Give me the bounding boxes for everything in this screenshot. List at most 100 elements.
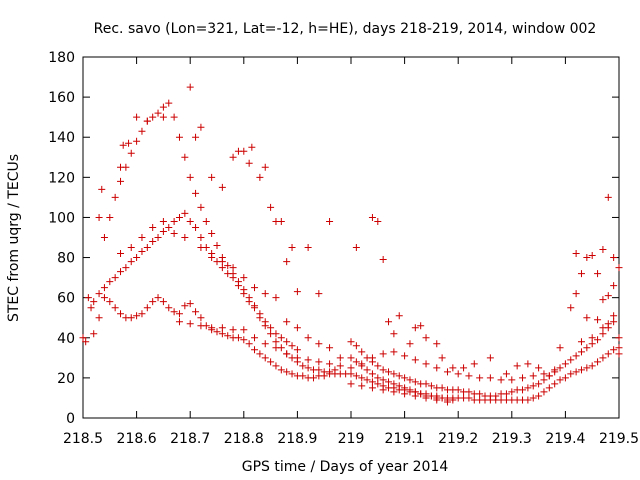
data-point — [326, 368, 334, 376]
data-point — [326, 360, 334, 368]
data-point — [272, 362, 280, 370]
data-point — [433, 364, 441, 372]
data-point — [567, 356, 575, 364]
data-point — [186, 217, 194, 225]
data-point — [170, 113, 178, 121]
data-point — [197, 244, 205, 252]
data-point — [100, 284, 108, 292]
data-point — [315, 290, 323, 298]
data-point — [229, 326, 237, 334]
data-point — [251, 334, 259, 342]
data-point — [79, 334, 87, 342]
data-point — [454, 386, 462, 394]
data-point — [181, 209, 189, 217]
data-point — [192, 223, 200, 231]
data-point — [567, 370, 575, 378]
data-point — [561, 360, 569, 368]
y-tick-label: 180 — [48, 50, 75, 66]
data-point — [470, 360, 478, 368]
data-point — [256, 173, 264, 181]
data-point — [272, 294, 280, 302]
data-point — [368, 378, 376, 386]
data-point — [385, 368, 393, 376]
data-point — [347, 364, 355, 372]
data-point — [610, 346, 618, 354]
data-point — [374, 217, 382, 225]
data-point — [261, 340, 269, 348]
data-point — [390, 370, 398, 378]
data-point — [615, 264, 623, 272]
data-point — [117, 163, 125, 171]
data-point — [502, 390, 510, 398]
data-point — [98, 185, 106, 193]
data-point — [401, 352, 409, 360]
data-point — [261, 354, 269, 362]
x-tick-label: 219.3 — [492, 431, 532, 447]
data-points — [79, 83, 623, 406]
data-point — [594, 316, 602, 324]
data-point — [551, 380, 559, 388]
y-tick-label: 120 — [48, 170, 75, 186]
data-point — [599, 296, 607, 304]
data-point — [572, 250, 580, 258]
data-point — [594, 336, 602, 344]
data-point — [604, 350, 612, 358]
data-point — [122, 264, 130, 272]
data-point — [610, 254, 618, 262]
data-point — [572, 290, 580, 298]
data-point — [524, 396, 532, 404]
y-tick-label: 20 — [57, 371, 75, 387]
data-point — [245, 340, 253, 348]
data-point — [165, 99, 173, 107]
data-point — [218, 258, 226, 266]
data-point — [385, 378, 393, 386]
data-point — [229, 153, 237, 161]
data-point — [149, 298, 157, 306]
data-point — [529, 382, 537, 390]
data-point — [529, 394, 537, 402]
data-point — [165, 304, 173, 312]
data-point — [513, 362, 521, 370]
data-point — [261, 163, 269, 171]
data-point — [358, 382, 366, 390]
data-point — [213, 242, 221, 250]
data-point — [248, 143, 256, 151]
data-point — [133, 254, 141, 262]
data-point — [251, 302, 259, 310]
data-point — [583, 314, 591, 322]
data-point — [567, 304, 575, 312]
data-point — [197, 322, 205, 330]
data-point — [540, 370, 548, 378]
data-point — [186, 173, 194, 181]
data-point — [583, 364, 591, 372]
data-point — [486, 374, 494, 382]
data-point — [159, 113, 167, 121]
x-tick-label: 219.2 — [438, 431, 478, 447]
data-point — [267, 324, 275, 332]
data-point — [117, 310, 125, 318]
data-point — [256, 350, 264, 358]
data-point — [175, 133, 183, 141]
data-point — [218, 264, 226, 272]
data-point — [519, 386, 527, 394]
data-point — [170, 308, 178, 316]
data-point — [218, 324, 226, 332]
data-point — [127, 258, 135, 266]
data-point — [540, 376, 548, 384]
data-point — [508, 376, 516, 384]
data-point — [401, 374, 409, 382]
data-point — [615, 344, 623, 352]
data-point — [315, 358, 323, 366]
data-point — [283, 368, 291, 376]
data-point — [594, 270, 602, 278]
data-point — [208, 229, 216, 237]
x-tick-label: 218.5 — [63, 431, 103, 447]
data-point — [154, 234, 162, 241]
data-point — [272, 330, 280, 338]
data-point — [154, 294, 162, 302]
data-point — [82, 338, 90, 346]
data-point — [545, 384, 553, 392]
data-point — [577, 348, 585, 356]
data-point — [535, 380, 543, 388]
